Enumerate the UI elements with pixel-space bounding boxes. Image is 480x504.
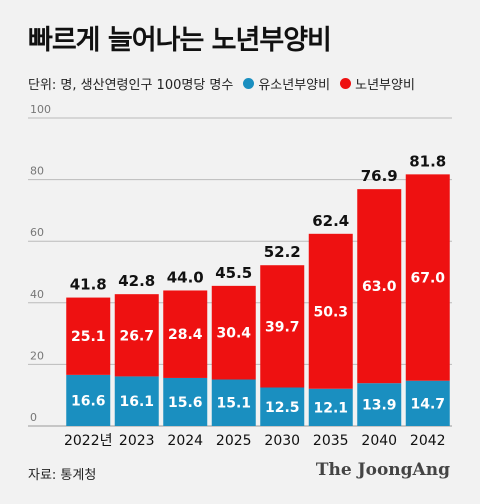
bar-youth [66,374,111,426]
data-label-total: 52.2 [264,243,301,261]
legend-dot-youth-icon [243,78,255,89]
y-tick-label: 40 [30,288,44,301]
bar-youth [260,387,305,426]
x-tick-label: 2024 [167,433,203,449]
y-tick-label: 80 [30,165,44,178]
brand-logo: The JoongAng [315,460,450,480]
bar-elderly [405,174,450,381]
y-tick-label: 60 [30,226,44,239]
bar-elderly [357,189,402,384]
y-tick-label: 20 [30,349,44,362]
data-label-total: 76.9 [361,167,398,185]
bar-elderly [260,265,305,388]
data-label-total: 42.8 [118,272,155,290]
data-label-elderly: 28.4 [168,327,203,343]
unit-note: 단위: 명, 생산연령인구 100명당 명수 [28,78,234,93]
data-label-youth: 16.1 [119,394,154,410]
bar-elderly [308,233,353,389]
data-label-total: 45.5 [215,264,252,282]
x-tick-label: 2042 [410,433,446,449]
legend-item-elderly: 노년부양비 [340,74,415,93]
data-label-youth: 15.6 [168,395,203,411]
data-label-youth: 13.9 [362,398,397,414]
bar-youth [114,376,159,426]
data-label-elderly: 25.1 [71,329,106,345]
subtitle-row: 단위: 명, 생산연령인구 100명당 명수 유소년부양비 노년부양비 [28,74,415,93]
legend-dot-elderly-icon [340,78,352,89]
x-tick-label: 2022년 [64,433,113,449]
bar-elderly [114,294,159,377]
data-label-total: 81.8 [409,152,446,170]
data-label-elderly: 63.0 [362,279,397,295]
data-label-elderly: 50.3 [313,304,348,320]
bar-youth [211,379,256,426]
bar-youth [405,380,450,426]
source-note: 자료: 통계청 [28,468,97,483]
x-tick-label: 2023 [119,433,155,449]
x-tick-label: 2025 [216,433,252,449]
bar-elderly [163,290,208,378]
data-label-total: 44.0 [167,268,204,286]
y-tick-label: 0 [30,411,37,424]
legend-label-elderly: 노년부양비 [355,78,415,93]
data-label-elderly: 26.7 [119,328,154,344]
data-label-youth: 12.1 [313,400,348,416]
bar-youth [357,383,402,426]
data-label-youth: 14.7 [410,396,445,412]
data-label-elderly: 30.4 [216,326,251,342]
data-label-youth: 15.1 [216,396,251,412]
data-label-total: 62.4 [312,212,349,230]
bar-youth [163,377,208,426]
bar-elderly [211,285,256,380]
legend-label-youth: 유소년부양비 [258,78,331,93]
data-label-youth: 16.6 [71,393,106,409]
chart-title: 빠르게 늘어나는 노년부양비 [28,25,332,56]
x-tick-label: 2040 [361,433,397,449]
x-tick-label: 2030 [264,433,300,449]
bar-elderly [66,297,111,375]
data-label-elderly: 39.7 [265,319,300,335]
y-tick-label: 100 [30,103,51,116]
data-label-total: 41.8 [70,276,107,294]
bar-youth [308,388,353,426]
data-label-youth: 12.5 [265,400,300,416]
legend-item-youth: 유소년부양비 [243,74,330,93]
data-label-elderly: 67.0 [410,271,445,287]
x-tick-label: 2035 [313,433,349,449]
